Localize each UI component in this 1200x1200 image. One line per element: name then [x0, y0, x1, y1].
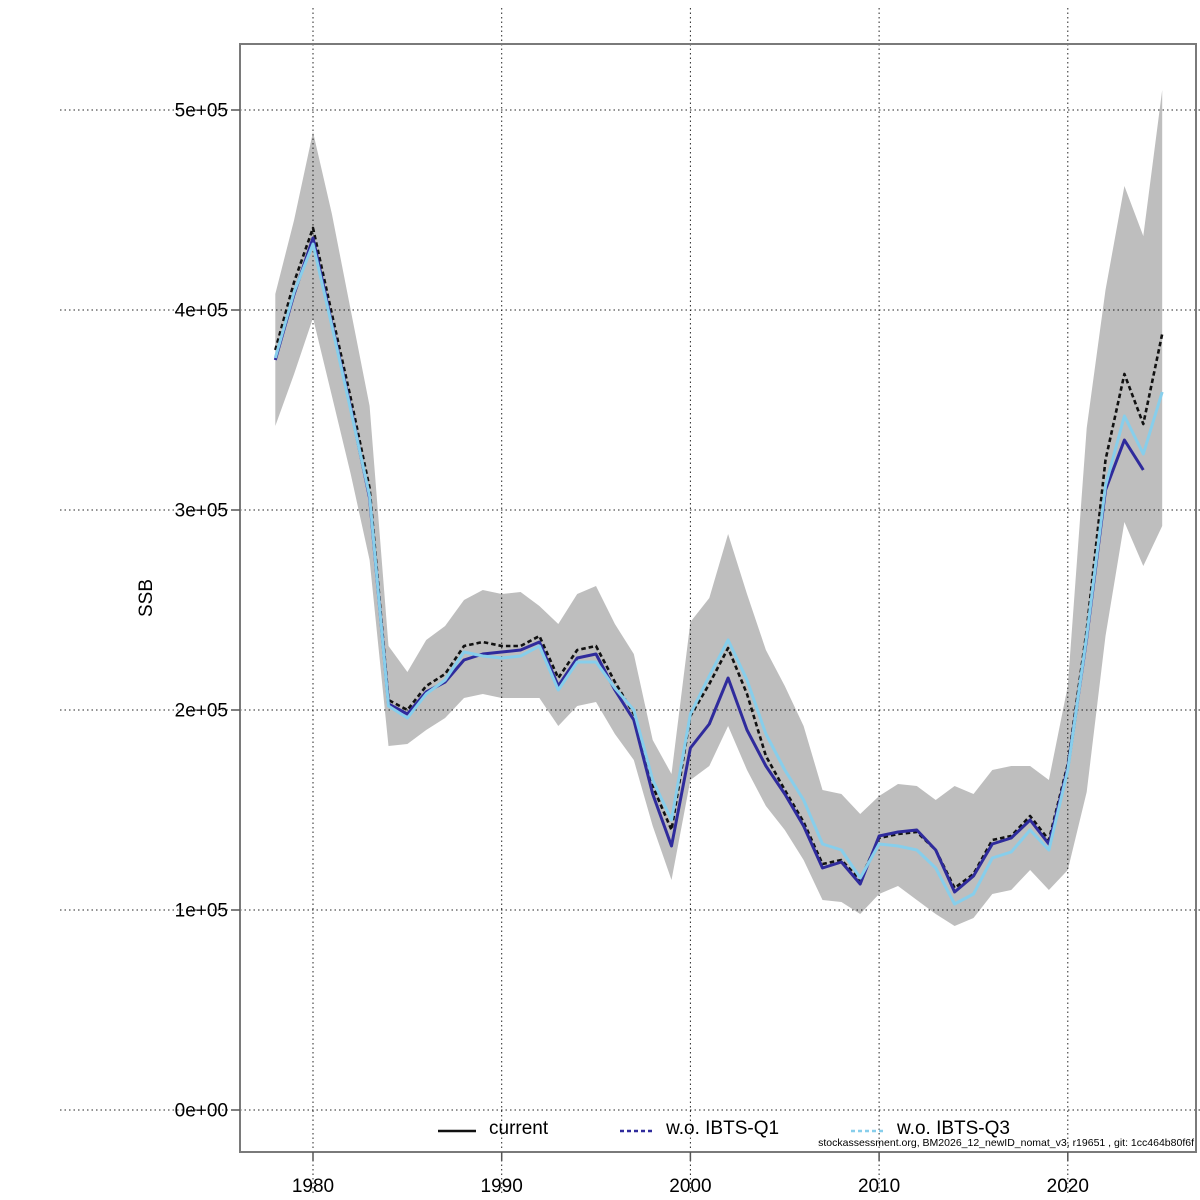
legend-key-line: [438, 1129, 476, 1133]
legend-key-line: [620, 1129, 654, 1133]
y-tick-label: 4e+05: [175, 301, 228, 322]
chart-legend: current w.o. IBTS-Q1 w.o. IBTS-Q3: [438, 1115, 1010, 1143]
confidence-band: [275, 90, 1163, 926]
y-axis-title: SSB: [136, 579, 157, 617]
legend-item-current: current: [438, 1118, 548, 1140]
y-tick-label: 0e+00: [175, 1101, 228, 1122]
x-tick-label: 1990: [481, 1176, 523, 1197]
legend-item-wo-ibts-q1: w.o. IBTS-Q1: [620, 1118, 779, 1140]
legend-label-wo-ibts-q1: w.o. IBTS-Q1: [666, 1118, 780, 1139]
y-tick-label: 3e+05: [175, 501, 228, 522]
legend-label-wo-ibts-q3: w.o. IBTS-Q3: [897, 1118, 1010, 1139]
x-tick-label: 2020: [1047, 1176, 1089, 1197]
series-current-line: [274, 226, 1164, 890]
legend-key-line: [851, 1129, 884, 1133]
legend-key-wo-ibts-q1: [620, 1118, 654, 1140]
x-tick-label: 2000: [669, 1176, 711, 1197]
y-tick-label: 5e+05: [175, 101, 228, 122]
watermark-text: stockassessment.org, BM2026_12_newID_nom…: [818, 1137, 1194, 1149]
x-tick-label: 2010: [858, 1176, 900, 1197]
legend-key-current: [438, 1118, 476, 1140]
legend-key-wo-ibts-q3: [851, 1118, 884, 1140]
series-w-o-ibts-q3-line: [273, 242, 1164, 906]
y-tick-label: 1e+05: [175, 901, 228, 922]
x-tick-label: 1980: [292, 1176, 334, 1197]
series-w-o-ibts-q1-line: [273, 236, 1145, 894]
plot-border: [239, 43, 1197, 1153]
legend-item-wo-ibts-q3: w.o. IBTS-Q3: [851, 1118, 1010, 1140]
legend-label-current: current: [489, 1118, 549, 1139]
y-tick-label: 2e+05: [175, 701, 228, 722]
